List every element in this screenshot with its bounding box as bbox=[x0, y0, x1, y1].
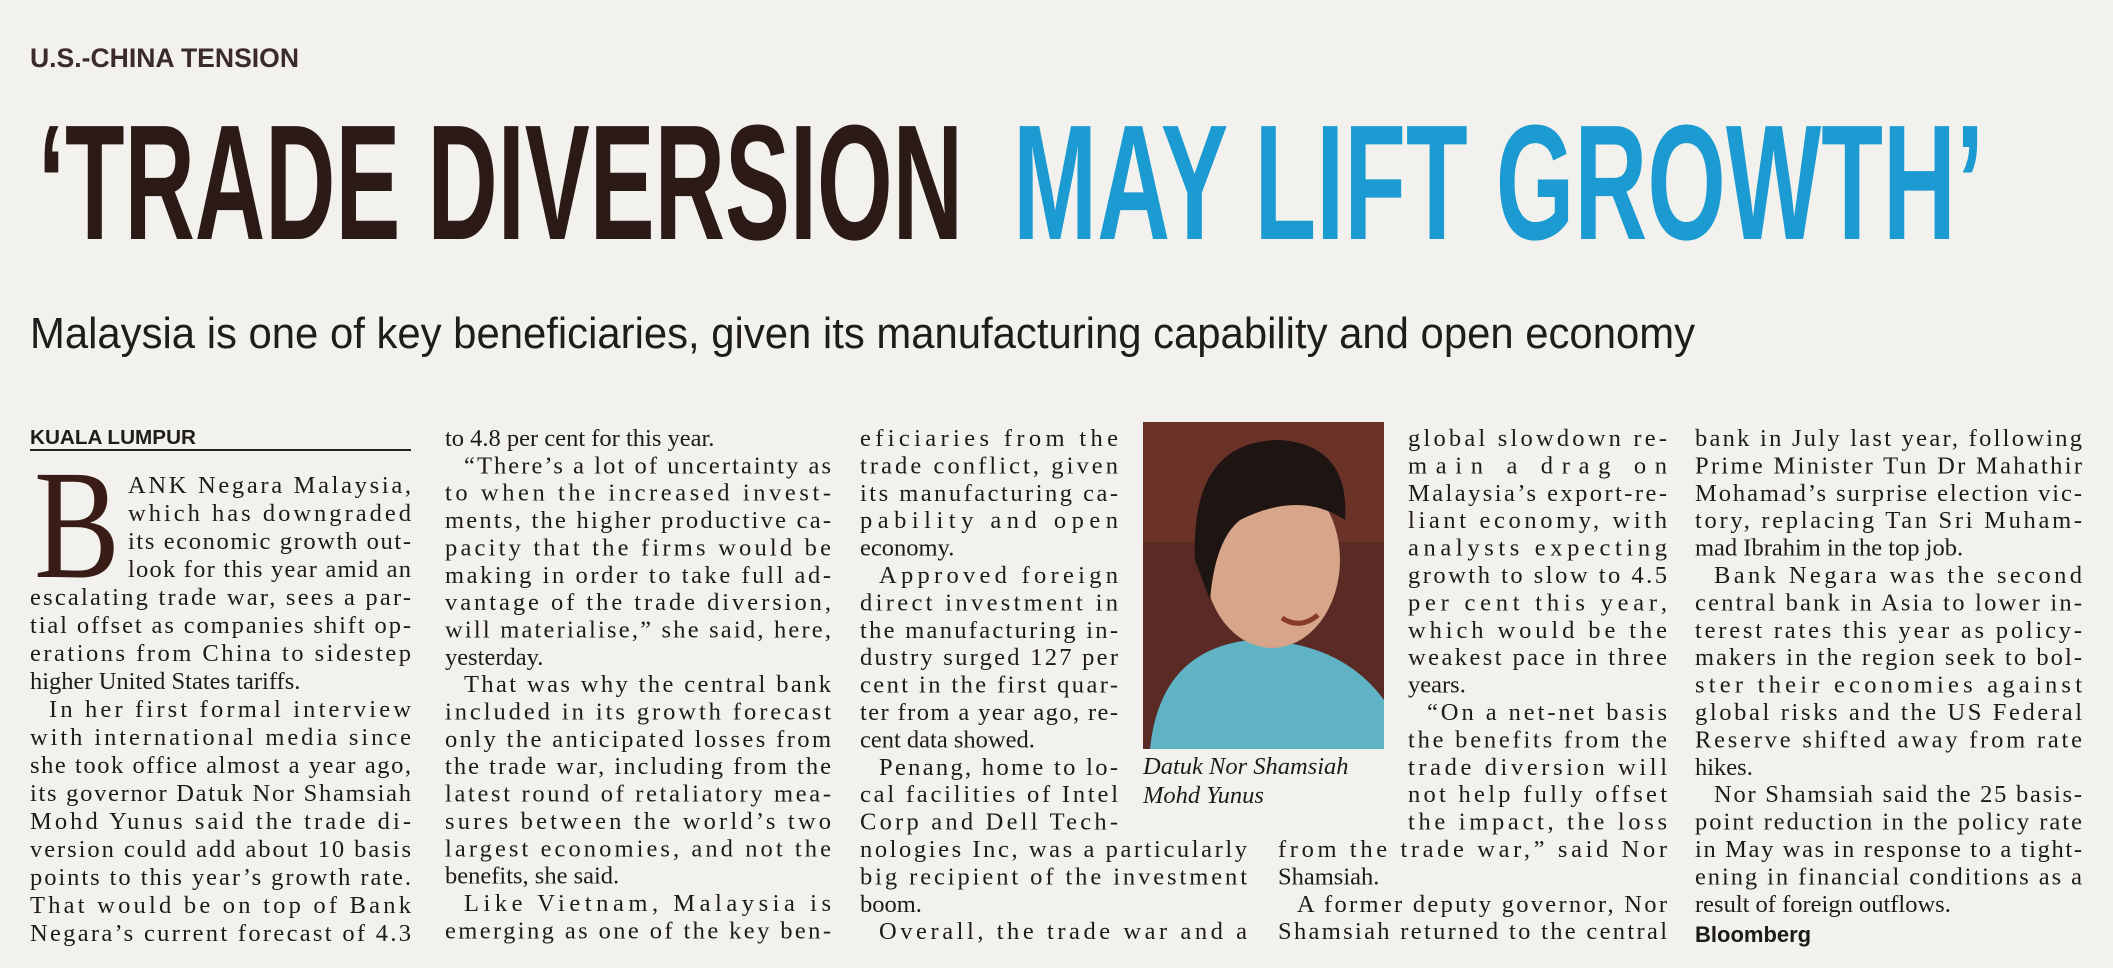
body-line: In her first formal interview bbox=[49, 696, 411, 723]
body-line: largest economies, and not the bbox=[445, 835, 831, 862]
body-line: makers in the region seek to bol- bbox=[1695, 644, 2082, 671]
body-line: the trade war, including from the bbox=[445, 753, 831, 780]
body-line: bank in July last year, following bbox=[1695, 425, 2082, 452]
body-line: Mohamad’s surprise election vic- bbox=[1695, 480, 2082, 507]
body-line: only the anticipated losses from bbox=[445, 726, 831, 753]
body-line: cent data showed. bbox=[860, 726, 1035, 753]
body-line: not help fully offset bbox=[1408, 781, 1667, 808]
photo bbox=[1143, 422, 1384, 749]
photo-caption: Mohd Yunus bbox=[1142, 782, 1264, 809]
drop-cap: B bbox=[34, 438, 120, 611]
body-line: look for this year amid an bbox=[128, 556, 411, 583]
body-line: ments, the higher productive ca- bbox=[445, 507, 831, 534]
body-line: dustry surged 127 per bbox=[860, 644, 1118, 671]
body-line: Prime Minister Tun Dr Mahathir bbox=[1695, 452, 2082, 479]
body-line: vantage of the trade diversion, bbox=[445, 589, 831, 616]
photo-caption: Datuk Nor Shamsiah bbox=[1142, 753, 1349, 780]
body-line: which would be the bbox=[1408, 617, 1667, 644]
body-line: Nor Shamsiah said the 25 basis- bbox=[1714, 781, 2082, 808]
body-line: from the trade war,” said Nor bbox=[1278, 836, 1667, 863]
body-line: which has downgraded bbox=[128, 500, 411, 527]
body-line: included in its growth forecast bbox=[445, 699, 831, 726]
body-line: sures between the world’s two bbox=[445, 808, 831, 835]
body-line: economy. bbox=[860, 535, 954, 562]
body-line: mad Ibrahim in the top job. bbox=[1695, 535, 1963, 562]
headline-accent: MAY LIFT GROWTH’ bbox=[1013, 91, 1984, 274]
body-line: tory, replacing Tan Sri Muham- bbox=[1695, 507, 2082, 534]
body-line: trade conflict, given bbox=[860, 452, 1118, 479]
body-line: ening in financial conditions as a bbox=[1695, 863, 2082, 890]
body-line: Corp and Dell Tech- bbox=[860, 809, 1118, 836]
body-line: its manufacturing ca- bbox=[860, 480, 1118, 507]
body-line: the manufacturing in- bbox=[860, 617, 1118, 644]
body-line: boom. bbox=[860, 891, 922, 918]
body-line: its economic growth out- bbox=[128, 528, 411, 555]
body-line: its governor Datuk Nor Shamsiah bbox=[30, 780, 411, 807]
byline: KUALA LUMPUR bbox=[30, 427, 197, 449]
body-line: in May was in response to a tight- bbox=[1695, 836, 2082, 863]
body-line: central bank in Asia to lower in- bbox=[1695, 589, 2082, 616]
body-line: latest round of retaliatory mea- bbox=[445, 781, 831, 808]
body-line: Approved foreign bbox=[879, 562, 1118, 589]
body-line: global risks and the US Federal bbox=[1695, 699, 2082, 726]
body-line: trade diversion will bbox=[1408, 754, 1667, 781]
body-line: version could add about 10 basis bbox=[30, 836, 411, 863]
body-line: cal facilities of Intel bbox=[860, 781, 1118, 808]
body-line: “On a net-net basis bbox=[1427, 699, 1667, 726]
kicker: U.S.-CHINA TENSION bbox=[30, 43, 299, 73]
body-line: tial offset as companies shift op- bbox=[30, 612, 411, 639]
body-line: yesterday. bbox=[445, 644, 543, 671]
body-line: hikes. bbox=[1695, 754, 1753, 781]
body-line: A former deputy governor, Nor bbox=[1297, 891, 1667, 918]
body-line: Bank Negara was the second bbox=[1714, 562, 2082, 589]
body-line: Shamsiah. bbox=[1278, 863, 1379, 890]
body-line: weakest pace in three bbox=[1408, 644, 1667, 671]
body-line: Mohd Yunus said the trade di- bbox=[30, 808, 411, 835]
credit: Bloomberg bbox=[1695, 922, 1811, 947]
body-line: That was why the central bank bbox=[464, 671, 832, 698]
subhead: Malaysia is one of key beneficiaries, gi… bbox=[30, 309, 1695, 358]
body-line: cent in the first quar- bbox=[860, 672, 1118, 699]
body-line: with international media since bbox=[30, 724, 411, 751]
headline-dark: ‘TRADE DIVERSION bbox=[38, 91, 963, 274]
body-line: Reserve shifted away from rate bbox=[1695, 726, 2082, 753]
body-line: nologies Inc, was a particularly bbox=[860, 836, 1248, 863]
body-line: result of foreign outflows. bbox=[1695, 891, 1951, 918]
body-line: the impact, the loss bbox=[1408, 809, 1667, 836]
body-line: emerging as one of the key ben- bbox=[445, 917, 831, 944]
body-line: higher United States tariffs. bbox=[30, 668, 300, 695]
body-line: to 4.8 per cent for this year. bbox=[445, 425, 714, 452]
body-line: erations from China to sidestep bbox=[30, 640, 411, 667]
body-line: benefits, she said. bbox=[445, 863, 619, 890]
body-line: years. bbox=[1408, 672, 1466, 699]
body-line: growth to slow to 4.5 bbox=[1408, 562, 1667, 589]
body-line: she took office almost a year ago, bbox=[30, 752, 411, 779]
body-line: point reduction in the policy rate bbox=[1695, 809, 2082, 836]
body-line: escalating trade war, sees a par- bbox=[30, 584, 411, 611]
body-line: Negara’s current forecast of 4.3 bbox=[30, 920, 411, 947]
body-line: direct investment in bbox=[860, 589, 1118, 616]
body-line: Penang, home to lo- bbox=[879, 754, 1118, 781]
body-line: the benefits from the bbox=[1408, 726, 1667, 753]
body-line: ter from a year ago, re- bbox=[860, 699, 1118, 726]
body-line: global slowdown re- bbox=[1408, 425, 1667, 452]
body-line: Shamsiah returned to the central bbox=[1278, 918, 1667, 945]
body-line: ster their economies against bbox=[1695, 672, 2082, 699]
body-line: analysts expecting bbox=[1408, 535, 1667, 562]
body-line: to when the increased invest- bbox=[445, 480, 831, 507]
body-line: per cent this year, bbox=[1408, 589, 1667, 616]
body-line: points to this year’s growth rate. bbox=[30, 864, 411, 891]
